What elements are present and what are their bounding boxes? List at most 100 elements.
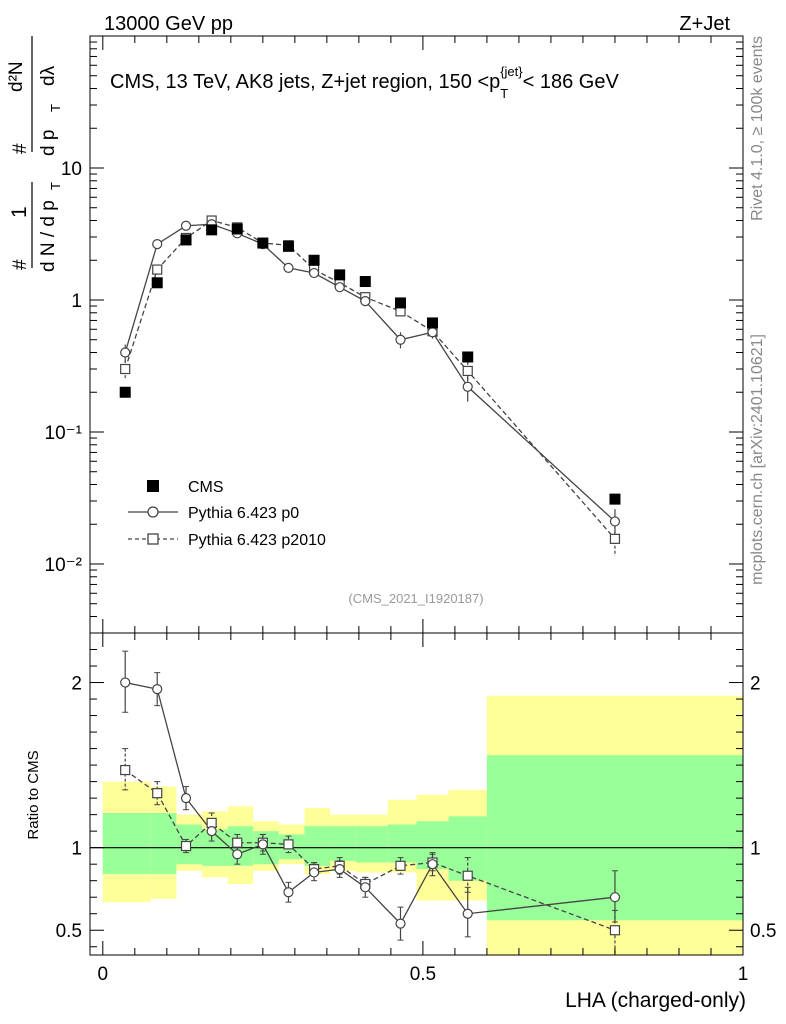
title-sub: T [500,86,508,101]
ratio-xtick-label: 0 [98,964,109,985]
ratio-p0-line [125,681,616,925]
ratio-p0-point [360,882,371,893]
ratio-p0-point [232,849,243,860]
analysis-id: (CMS_2021_I1920187) [348,591,483,606]
energy-label: 13000 GeV pp [104,13,233,35]
legend-cms-marker [147,480,159,492]
ratio-p2010-point [152,788,163,799]
main-marks [119,215,621,556]
ratio-p0-point [462,908,473,919]
cms-point [180,234,192,246]
ratio-ylabel: Ratio to CMS [25,750,42,839]
ratio-panel: 0 0.5 1 0.5 0.5 1 1 2 2 Ratio to CMS LHA (charge… [25,632,776,1012]
main-axes: 10⁻² 10⁻¹ 1 10 [45,36,744,634]
ratio-p2010-point [283,839,294,850]
ratio-p2010-point [609,925,621,936]
ratio-p2010-point [180,840,192,852]
p0-point [180,220,192,231]
legend-p2010-label: Pythia 6.423 p2010 [188,532,326,549]
p0-point [395,334,406,345]
ylabel-dn: d N / d p [38,200,59,272]
ylabel-one: 1 [8,206,31,218]
cms-point [359,276,371,288]
cms-point [151,277,163,289]
p0-point [360,296,371,307]
title-sup: {jet} [500,64,523,79]
legend-p0-label: Pythia 6.423 p0 [188,505,299,522]
title-tail: < 186 GeV [523,71,620,93]
ratio-xtick-label: 0.5 [410,964,436,985]
band-inner [387,824,417,863]
legend-cms-label: CMS [188,479,224,496]
cms-point [334,269,346,281]
p0-line [124,223,616,522]
p0-point [427,327,438,338]
cms-point [257,237,269,249]
p0-point [609,516,621,527]
legend-p0-marker [147,506,159,518]
ratio-p0-point [180,793,192,804]
main-ylabel: # 1 d N / d p T # d²N d p T dλ [6,36,63,272]
main-ytick-label: 10 [61,159,82,180]
ratio-p0-point [120,677,131,688]
p2010-point [120,363,131,375]
ylabel-dpt: d p [38,130,59,156]
ratio-marks [90,650,743,956]
p2010-point [609,533,621,544]
cms-point [231,223,243,235]
process-label: Z+Jet [679,13,730,35]
ratio-p0-point [283,887,294,898]
band-inner [304,826,331,866]
ratio-p2010-point [395,860,406,871]
main-ytick-label: 10⁻² [45,555,83,576]
p0-point [462,381,473,392]
main-ytick-label: 1 [71,291,82,312]
main-panel: 10⁻² 10⁻¹ 1 10 CMS, 13 TeV, AK8 jets, Z+jet… [6,35,744,634]
band-inner [355,826,388,863]
p0-point [152,239,163,250]
xlabel: LHA (charged-only) [565,989,746,1012]
ratio-p2010-point [206,817,217,828]
legend: CMS Pythia 6.423 p0 Pythia 6.423 p2010 [128,479,326,549]
ratio-p0-point [609,892,621,903]
band-inner [330,826,356,861]
ratio-axes: 0 0.5 1 0.5 0.5 1 1 2 2 [56,633,776,985]
main-ytick-label: 10⁻¹ [45,423,83,444]
p2010-point [152,264,163,275]
ratio-p2010-point [232,837,243,848]
ratio-p2010-point [462,870,473,881]
ratio-ytick-label-left: 2 [71,674,82,695]
cms-point [119,386,131,398]
ratio-p0-point [395,918,406,929]
ratio-p0-point [427,859,438,870]
ratio-ytick-label-left: 0.5 [56,921,82,942]
band-inner [150,812,177,875]
p0-point [334,282,345,293]
ylabel-dl: dλ [38,65,59,86]
p0-point [283,262,294,274]
cms-point [609,493,621,505]
cms-point [394,297,406,309]
ratio-p0-point [308,867,320,878]
legend-p2010-marker [147,533,159,545]
cms-point [427,317,439,329]
ratio-p0-point [206,826,217,837]
ratio-p0-point [257,839,268,850]
p2010-point [462,365,473,377]
main-title: CMS, 13 TeV, AK8 jets, Z+jet region, 150… [110,64,619,101]
p0-point [308,267,320,279]
cms-point [462,351,474,363]
p0-point [120,347,131,358]
ylabel-hash1: # [10,259,31,270]
rivet-label: Rivet 4.1.0, ≥ 100k events [749,36,766,221]
cms-point [282,240,294,252]
ratio-xtick-label: 1 [738,964,749,985]
ratio-p0-point [334,864,345,875]
cms-point [206,224,218,236]
ratio-p0-point [152,684,163,695]
band-inner [102,812,151,875]
ylabel-t2: T [48,104,63,112]
ylabel-t1: T [48,182,63,190]
ratio-ytick-label-right: 2 [750,674,761,695]
